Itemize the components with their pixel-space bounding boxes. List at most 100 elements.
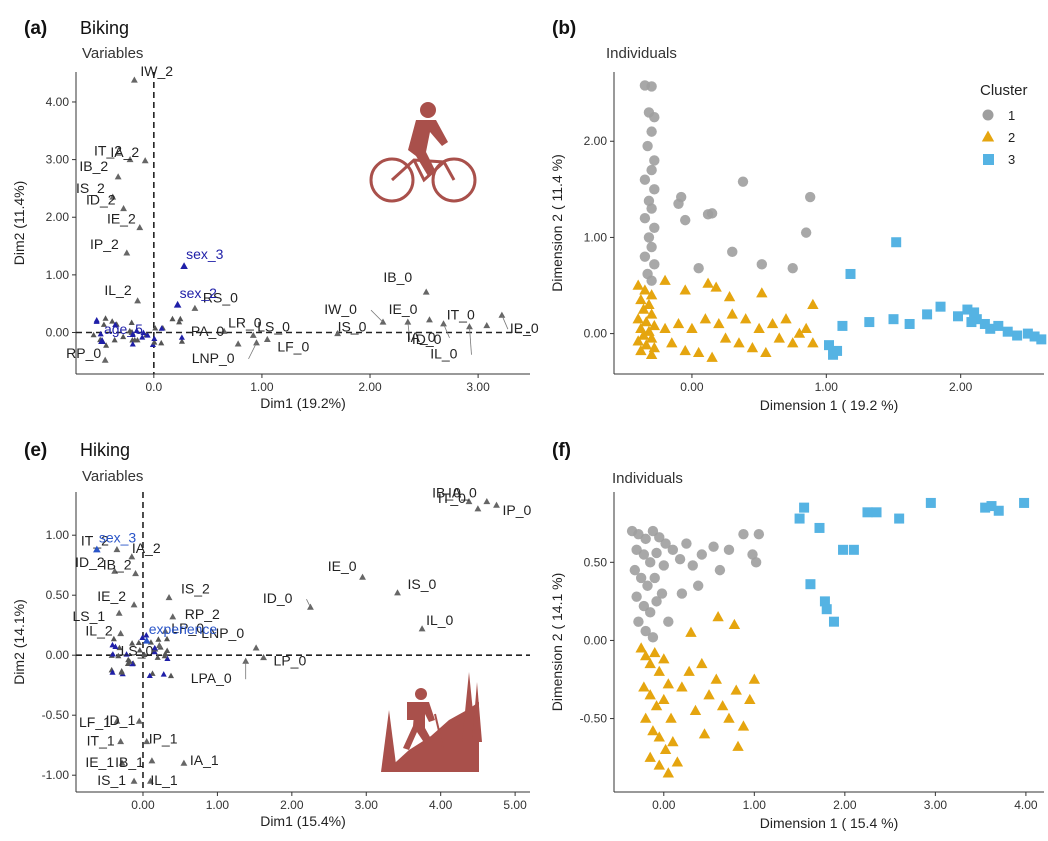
bike-wheel <box>431 157 477 203</box>
cluster-2-point <box>703 689 715 700</box>
panel-subtitle: Variables <box>82 468 144 485</box>
cluster-2-point <box>637 303 650 314</box>
x-tick-label: 3.00 <box>355 798 379 812</box>
variable-label: RP_0 <box>66 345 101 361</box>
cluster-1-point <box>658 560 669 571</box>
variable-marker <box>143 738 151 745</box>
x-tick-label: 5.00 <box>503 798 527 812</box>
cluster-2-point <box>648 319 661 331</box>
origin-cluster-marker <box>160 671 167 677</box>
origin-cluster-marker <box>135 639 142 646</box>
origin-cluster-marker <box>141 651 148 658</box>
cluster-2-point <box>699 313 712 324</box>
origin-cluster-marker <box>109 641 116 648</box>
variable-marker <box>135 717 143 724</box>
x-tick-label: 1.00 <box>743 798 767 812</box>
cluster-2-point <box>753 322 765 333</box>
cluster-1-point <box>639 212 651 224</box>
cluster-3-point <box>862 507 873 518</box>
cluster-1-point <box>635 572 647 584</box>
cluster-1-point <box>656 588 668 599</box>
variable-marker <box>440 320 447 327</box>
variable-marker <box>242 657 250 664</box>
cluster-3-point <box>1002 326 1013 337</box>
cluster-2-point <box>632 335 644 346</box>
bike-frame <box>412 159 446 183</box>
y-tick-label: 1.00 <box>46 268 70 282</box>
origin-cluster-marker <box>139 334 146 340</box>
hiking-pole <box>434 713 444 749</box>
variable-label: LS_0 <box>257 318 290 334</box>
variable-label: IW_0 <box>324 301 357 317</box>
cluster-1-point <box>629 564 641 576</box>
variable-label: IT_0 <box>447 307 475 323</box>
variable-label: RS_0 <box>203 289 238 305</box>
variable-marker <box>394 589 401 596</box>
x-tick-label: 0.0 <box>145 380 162 394</box>
cluster-2-point <box>640 316 652 327</box>
cluster-1-point <box>676 588 688 599</box>
variable-label: IA_2 <box>110 144 139 160</box>
tree <box>472 682 482 742</box>
variable-marker <box>132 570 139 577</box>
variable-marker <box>465 498 473 505</box>
origin-cluster-marker <box>129 640 136 646</box>
origin-cluster-marker <box>169 315 176 322</box>
cluster-1-point <box>646 203 657 214</box>
cluster-2-point <box>807 298 819 309</box>
x-tick-label: 3.00 <box>466 380 490 394</box>
origin-cluster-marker <box>158 325 165 331</box>
cluster-3-point <box>864 317 875 328</box>
cluster-1-point <box>681 538 692 549</box>
cluster-2-point <box>635 344 647 356</box>
variable-label: IA_0 <box>448 485 477 501</box>
origin-cluster-marker <box>93 317 100 323</box>
cluster-2-point <box>665 712 677 723</box>
cluster-1-point <box>633 616 644 627</box>
variable-marker <box>191 304 199 311</box>
variable-marker <box>466 323 473 330</box>
cluster-1-point <box>640 533 651 545</box>
variable-label: IT_2 <box>81 533 109 549</box>
cluster-1-point <box>654 532 665 543</box>
cluster-2-point <box>649 646 661 658</box>
supplementary-label: sex_3 <box>99 530 137 546</box>
variable-label: IS_0 <box>338 319 367 335</box>
cluster-1-point <box>646 241 657 253</box>
variable-marker <box>161 627 169 634</box>
variable-label: IL_2 <box>85 623 112 639</box>
cluster-2-point <box>683 665 695 676</box>
variable-label: ID_0 <box>263 590 293 606</box>
cluster-2-point <box>716 700 729 711</box>
cluster-2-point <box>632 279 644 290</box>
origin-cluster-marker <box>143 632 150 638</box>
cluster-2-point <box>744 693 756 705</box>
cluster-2-point <box>737 720 750 731</box>
panel-label: (a) <box>24 18 48 39</box>
supplementary-marker <box>98 337 106 344</box>
origin-cluster-marker <box>128 319 135 325</box>
cluster-2-point <box>635 293 647 305</box>
cluster-2-point <box>696 657 708 669</box>
cluster-3-point <box>891 237 902 248</box>
variable-label: IT_0 <box>438 490 466 506</box>
x-tick-label: 2.00 <box>280 798 304 812</box>
variable-marker <box>418 625 426 632</box>
cluster-2-point <box>645 332 658 343</box>
cluster-3-point <box>894 513 905 524</box>
cluster-1-point <box>640 625 651 637</box>
cluster-2-point <box>645 308 658 319</box>
variable-marker <box>165 594 173 601</box>
variable-label: IS_2 <box>181 581 210 597</box>
variable-marker <box>109 193 117 200</box>
origin-cluster-marker <box>161 652 168 659</box>
cluster-1-point <box>649 222 660 234</box>
origin-cluster-marker <box>131 336 138 343</box>
variable-marker <box>113 546 121 553</box>
variable-label: IP_2 <box>90 236 119 252</box>
cluster-2-point <box>658 693 670 705</box>
origin-cluster-marker <box>129 331 136 337</box>
panel-label: (b) <box>552 18 577 39</box>
